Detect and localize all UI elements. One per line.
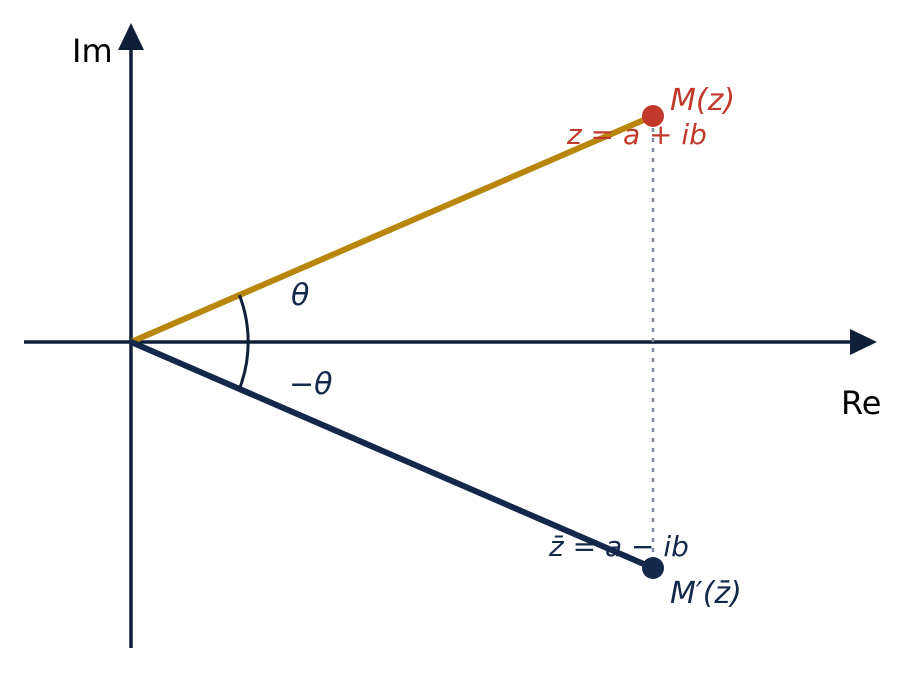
point-m-label: M(z) xyxy=(670,83,735,118)
angle-arc xyxy=(238,294,250,390)
imaginary-axis-arrowhead xyxy=(118,23,144,50)
real-axis-label: Re xyxy=(841,384,881,422)
imaginary-axis-label: Im xyxy=(72,32,113,70)
segment-om xyxy=(128,113,656,345)
real-axis-arrowhead xyxy=(850,329,877,355)
segment-om-prime xyxy=(128,339,656,571)
minus-theta-label: −θ xyxy=(289,367,333,402)
point-m-prime-label: M′(z̄) xyxy=(670,576,742,611)
point-m-formula: z = a + ib xyxy=(566,118,707,151)
theta-label: θ xyxy=(291,278,309,313)
point-m-prime-marker xyxy=(642,557,664,579)
point-m-prime-formula: z̄ = a − ib xyxy=(548,530,689,563)
point-m-marker xyxy=(642,105,664,127)
